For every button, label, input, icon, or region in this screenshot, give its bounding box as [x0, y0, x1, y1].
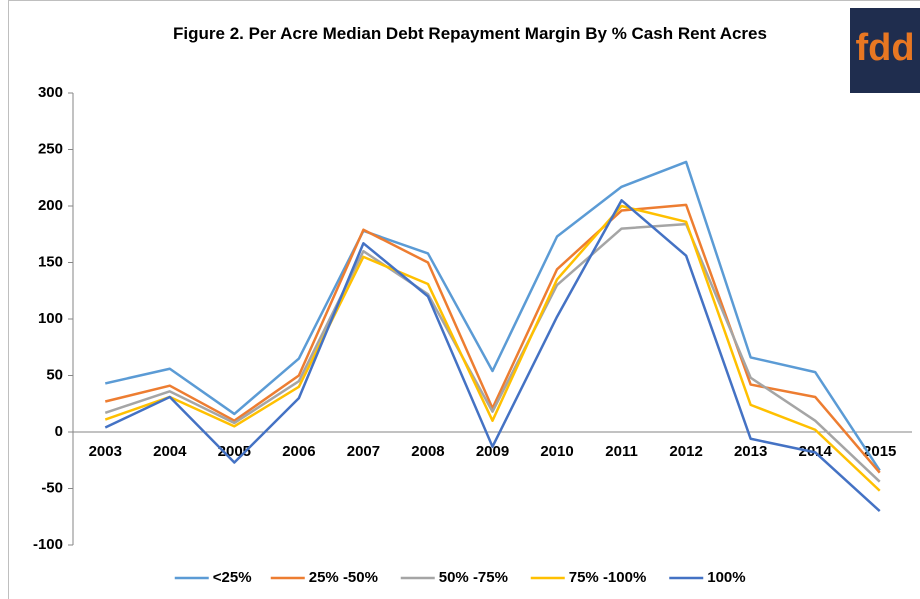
y-tick-label: 300 — [38, 84, 63, 101]
series-line — [104, 203, 881, 474]
legend-label: 75% -100% — [569, 569, 647, 586]
y-tick-label: 0 — [55, 423, 63, 440]
series-line — [104, 204, 881, 492]
x-tick-label: 2009 — [476, 443, 509, 460]
y-tick-label: 250 — [38, 140, 63, 157]
chart-border — [8, 0, 920, 599]
legend-label: 100% — [707, 569, 745, 586]
legend-label: <25% — [213, 569, 252, 586]
y-tick-label: 50 — [46, 366, 63, 383]
y-tick-label: 150 — [38, 253, 63, 270]
x-tick-label: 2004 — [153, 443, 187, 460]
y-tick-label: -100 — [33, 536, 63, 553]
y-tick-label: 200 — [38, 197, 63, 214]
x-tick-label: 2007 — [347, 443, 380, 460]
y-tick-label: 100 — [38, 310, 63, 327]
series-line — [104, 160, 881, 472]
series-line — [104, 199, 881, 513]
legend-label: 50% -75% — [439, 569, 508, 586]
x-tick-label: 2012 — [669, 443, 702, 460]
legend-label: 25% -50% — [309, 569, 378, 586]
x-tick-label: 2006 — [282, 443, 315, 460]
chart-title: Figure 2. Per Acre Median Debt Repayment… — [173, 24, 767, 43]
series-line — [104, 222, 881, 483]
x-tick-label: 2013 — [734, 443, 767, 460]
y-tick-label: -50 — [41, 479, 63, 496]
x-tick-label: 2003 — [89, 443, 122, 460]
x-tick-label: 2008 — [411, 443, 444, 460]
x-tick-label: 2011 — [605, 443, 638, 460]
x-tick-label: 2010 — [540, 443, 573, 460]
logo: fdd — [850, 8, 920, 93]
